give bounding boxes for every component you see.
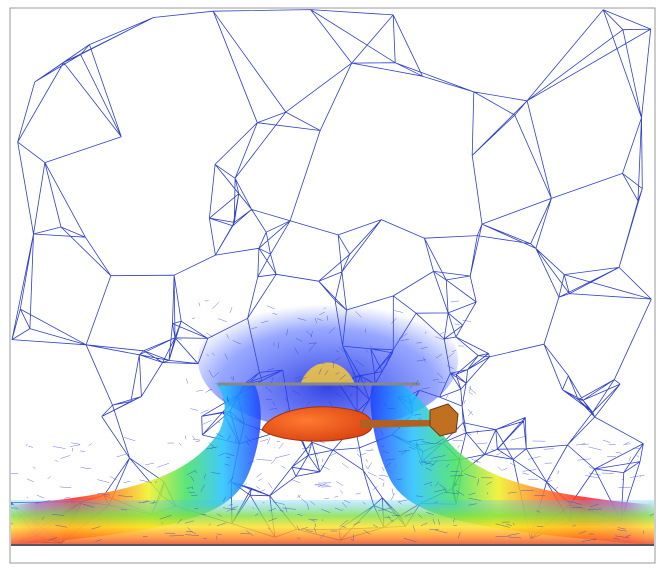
page: (() => { const svg = document.getElement… xyxy=(0,0,662,571)
ground-band xyxy=(11,500,654,545)
mesh-visualization xyxy=(0,0,662,571)
frame xyxy=(10,8,655,563)
